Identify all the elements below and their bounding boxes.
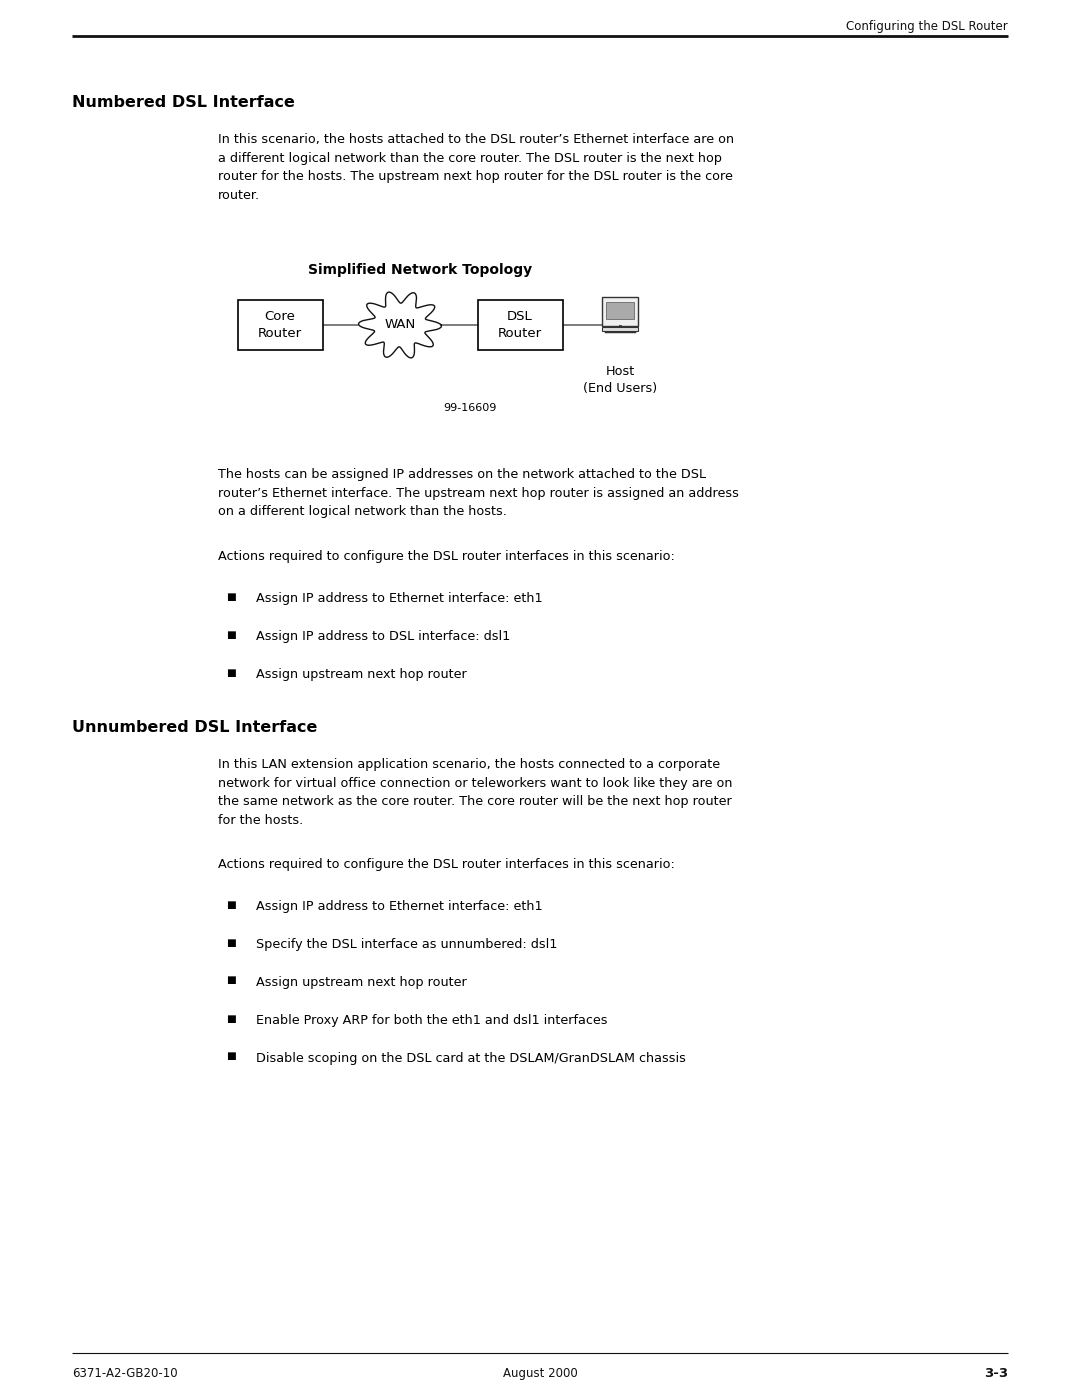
Text: 3-3: 3-3 — [984, 1368, 1008, 1380]
Text: ■: ■ — [226, 900, 235, 909]
Text: ■: ■ — [226, 1052, 235, 1062]
Text: Assign upstream next hop router: Assign upstream next hop router — [256, 668, 467, 680]
Text: ■: ■ — [226, 975, 235, 985]
Text: Core
Router: Core Router — [258, 310, 302, 339]
Text: Assign IP address to DSL interface: dsl1: Assign IP address to DSL interface: dsl1 — [256, 630, 510, 643]
Text: In this scenario, the hosts attached to the DSL router’s Ethernet interface are : In this scenario, the hosts attached to … — [218, 133, 734, 201]
Text: ■: ■ — [226, 591, 235, 602]
Text: WAN: WAN — [384, 319, 416, 331]
FancyBboxPatch shape — [238, 300, 323, 351]
FancyBboxPatch shape — [477, 300, 563, 351]
Text: 99-16609: 99-16609 — [443, 402, 497, 414]
Text: 6371-A2-GB20-10: 6371-A2-GB20-10 — [72, 1368, 177, 1380]
Text: Assign upstream next hop router: Assign upstream next hop router — [256, 977, 467, 989]
Circle shape — [380, 293, 405, 319]
Text: ■: ■ — [226, 937, 235, 947]
Circle shape — [380, 331, 405, 356]
Polygon shape — [359, 292, 442, 358]
Text: Assign IP address to Ethernet interface: eth1: Assign IP address to Ethernet interface:… — [256, 900, 542, 914]
Text: Host
(End Users): Host (End Users) — [583, 365, 657, 394]
Text: In this LAN extension application scenario, the hosts connected to a corporate
n: In this LAN extension application scenar… — [218, 759, 732, 827]
Text: The hosts can be assigned IP addresses on the network attached to the DSL
router: The hosts can be assigned IP addresses o… — [218, 468, 739, 518]
Circle shape — [381, 306, 419, 344]
FancyBboxPatch shape — [603, 298, 637, 326]
Circle shape — [395, 331, 420, 356]
Circle shape — [407, 300, 432, 326]
Text: Configuring the DSL Router: Configuring the DSL Router — [847, 20, 1008, 34]
Text: Specify the DSL interface as unnumbered: dsl1: Specify the DSL interface as unnumbered:… — [256, 937, 557, 951]
Text: ■: ■ — [226, 668, 235, 678]
FancyBboxPatch shape — [602, 327, 638, 331]
Circle shape — [407, 324, 432, 349]
Circle shape — [367, 324, 393, 349]
FancyBboxPatch shape — [606, 302, 634, 320]
Circle shape — [411, 313, 437, 338]
Circle shape — [363, 313, 388, 338]
Text: Actions required to configure the DSL router interfaces in this scenario:: Actions required to configure the DSL ro… — [218, 858, 675, 870]
Circle shape — [367, 300, 393, 326]
Text: Assign IP address to Ethernet interface: eth1: Assign IP address to Ethernet interface:… — [256, 592, 542, 605]
Text: Simplified Network Topology: Simplified Network Topology — [308, 263, 532, 277]
Text: ■: ■ — [226, 1013, 235, 1024]
Text: Disable scoping on the DSL card at the DSLAM/GranDSLAM chassis: Disable scoping on the DSL card at the D… — [256, 1052, 686, 1065]
Text: Numbered DSL Interface: Numbered DSL Interface — [72, 95, 295, 110]
Circle shape — [395, 293, 420, 319]
Text: Unnumbered DSL Interface: Unnumbered DSL Interface — [72, 719, 318, 735]
Text: Actions required to configure the DSL router interfaces in this scenario:: Actions required to configure the DSL ro… — [218, 550, 675, 563]
Text: DSL
Router: DSL Router — [498, 310, 542, 339]
Text: ■: ■ — [226, 630, 235, 640]
Text: Enable Proxy ARP for both the eth1 and dsl1 interfaces: Enable Proxy ARP for both the eth1 and d… — [256, 1014, 607, 1027]
Text: August 2000: August 2000 — [502, 1368, 578, 1380]
